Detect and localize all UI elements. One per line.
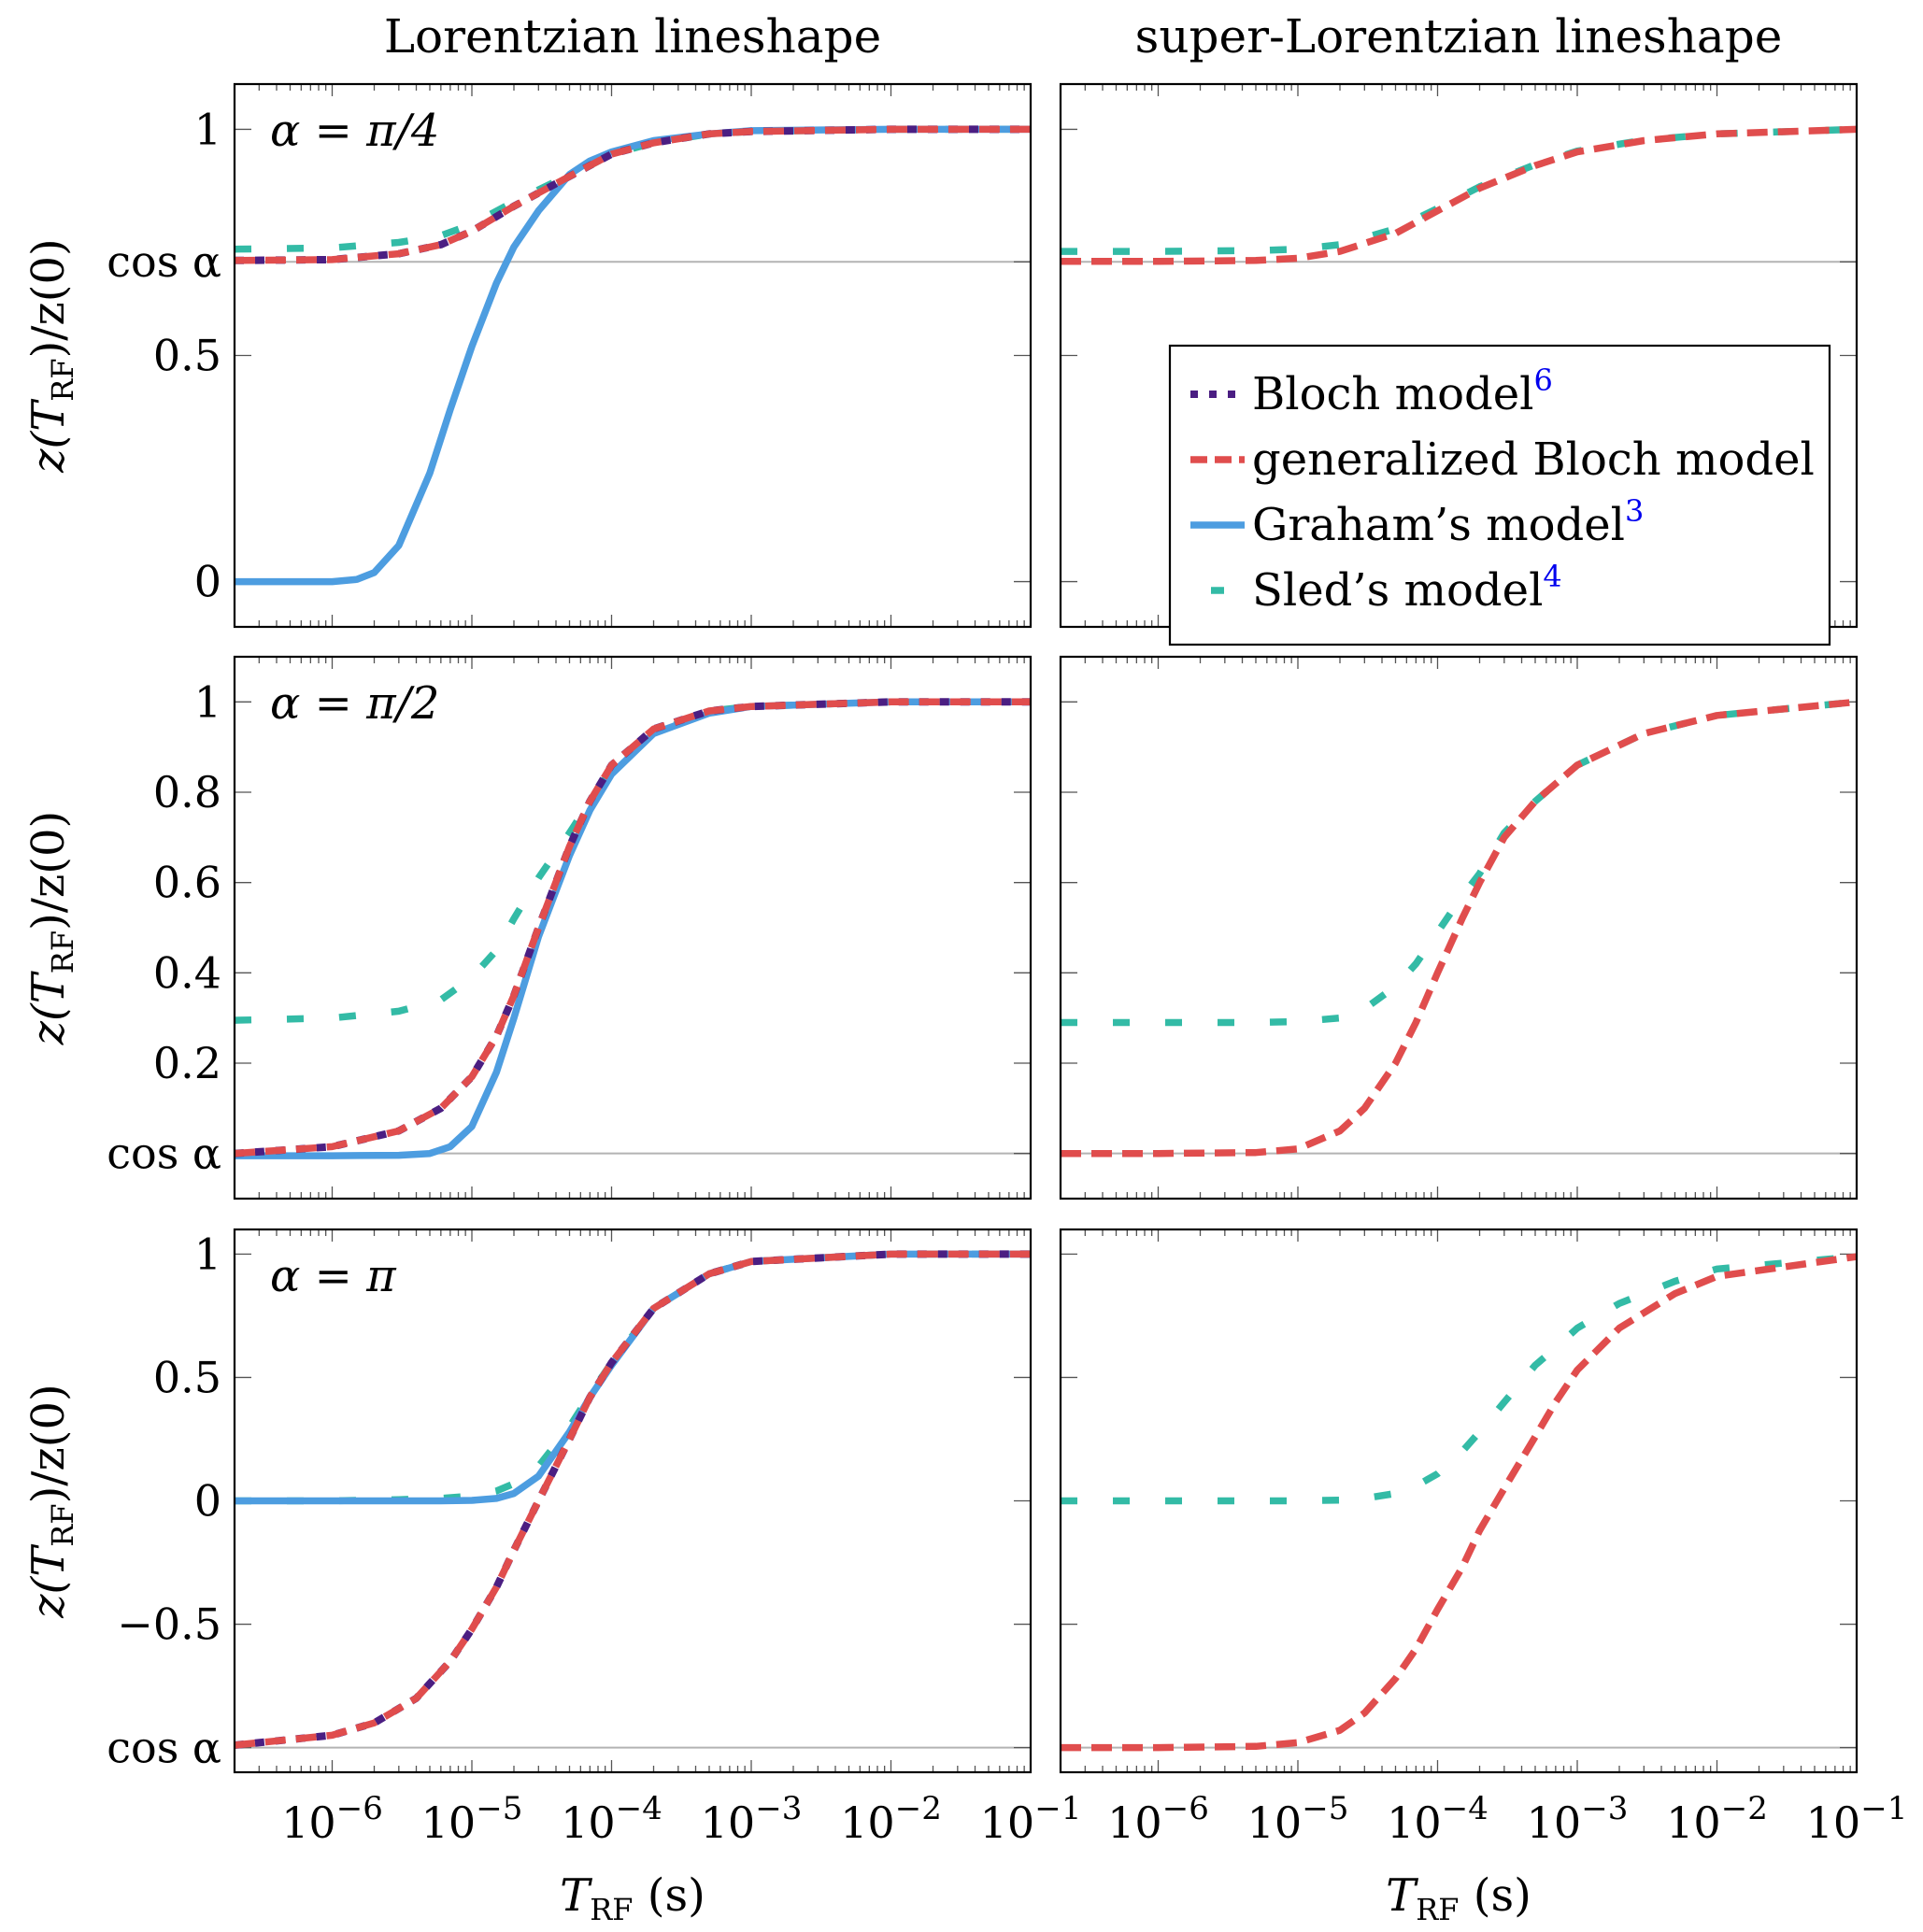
axes-frame [1059,655,1859,1200]
panel-r1-c0: cos α 0.2 0.4 0.6 0.8 1 α = π/2 z(TRF)/z(0) [22,655,1033,1200]
legend-citation: 4 [1543,559,1561,594]
x-tick-label: 10−4 [561,1790,662,1848]
series-graham-s-model [235,125,1031,586]
y-ticks: cos α −0.5 0 0.5 1 [107,1229,1031,1773]
series-generalized-bloch-model [1061,1253,1857,1752]
axes-frame [1059,1228,1859,1774]
y-tick-label: cos α [107,236,221,287]
x-tick-label: 10−4 [1387,1790,1489,1848]
series-sled-s-model [1061,125,1857,255]
legend-item: Sled’s model4 [1211,559,1562,617]
y-tick-label: 0.2 [153,1038,221,1088]
x-axis-label: TRF (s) [560,1869,705,1927]
x-tick-label: 10−6 [1107,1790,1209,1848]
panel-r0-c0: 0 0.5 cos α 1 α = π/4 z(TRF)/z(0) [22,82,1033,629]
legend: Bloch model6 generalized Bloch model Graha… [1168,344,1831,646]
y-tick-label: 1 [194,676,221,727]
legend-label: Graham’s model3 [1252,493,1644,551]
x-tick-label: 10−2 [840,1790,942,1848]
series-generalized-bloch-model [235,1250,1031,1749]
x-tick-label: 10−3 [701,1790,803,1848]
legend-citation: 6 [1533,362,1552,398]
axes-frame [233,82,1033,629]
panel-label: α = π/2 [270,677,439,730]
panel-r0-c1 [1059,82,1859,629]
legend-item: Graham’s model3 [1190,493,1644,551]
y-tick-label: 1 [194,1229,221,1279]
series-generalized-bloch-model [1061,698,1857,1158]
y-axis-label: z(TRF)/z(0) [22,811,80,1046]
series-generalized-bloch-model [235,698,1031,1158]
x-tick-label: 10−5 [421,1790,523,1848]
y-tick-label: 0.5 [153,331,221,381]
legend-label: Sled’s model4 [1252,559,1562,617]
legend-label: generalized Bloch model [1252,433,1815,486]
x-ticks [234,84,1032,627]
series-sled-s-model [1061,1253,1857,1505]
legend-item: Bloch model6 [1190,362,1553,420]
series-generalized-bloch-model [1061,125,1857,265]
y-axis-label: z(TRF)/z(0) [22,238,80,474]
series-group [1061,698,1857,1158]
x-tick-label: 10−2 [1666,1790,1768,1848]
y-ticks [1061,701,1857,1155]
series-group [235,125,1031,586]
series-bloch-model [235,698,1031,1158]
series-group [1061,1253,1857,1752]
y-tick-label: −0.5 [117,1599,221,1650]
panel-label: α = π/4 [270,105,439,157]
panel-label: α = π [270,1250,397,1302]
x-tick-label: 10−6 [281,1790,383,1848]
x-tick-label: 10−3 [1527,1790,1629,1848]
series-generalized-bloch-model [235,125,1031,264]
series-group [235,1250,1031,1749]
series-group [235,698,1031,1159]
axes-frame [233,655,1033,1200]
x-tick-labels: 10−6 10−5 10−4 10−3 10−2 10−1 [1107,1790,1907,1848]
y-tick-label: cos α [107,1723,221,1773]
column-title: Lorentzian lineshape [384,9,881,64]
axes-frame [233,1228,1033,1774]
y-tick-label: 0.6 [153,858,221,908]
y-tick-label: cos α [107,1129,221,1179]
legend-item: generalized Bloch model [1190,433,1815,486]
legend-citation: 3 [1625,493,1644,529]
x-axis-label: TRF (s) [1386,1869,1531,1927]
panel-r2-c1: 10−6 10−5 10−4 10−3 10−2 10−1 TRF (s) [1059,1228,1907,1927]
series-sled-s-model [1061,698,1857,1027]
x-ticks [1060,657,1858,1199]
series-graham-s-model [235,698,1031,1159]
y-ticks: cos α 0.2 0.4 0.6 0.8 1 [107,676,1031,1179]
y-tick-label: 0 [194,1476,221,1527]
y-axis-label: z(TRF)/z(0) [22,1384,80,1619]
x-tick-label: 10−1 [1806,1790,1908,1848]
y-tick-label: 0.8 [153,767,221,817]
x-tick-label: 10−1 [980,1790,1082,1848]
y-tick-label: 0 [194,557,221,607]
y-tick-label: 1 [194,104,221,154]
axes-root: 0 0.5 cos α 1 α = π/4 z(TRF)/z(0) cos α 0.2 0.4 0… [22,9,1907,1927]
y-tick-label: 0.4 [153,947,221,998]
panel-r2-c0: cos α−0.500.51 α = π10−6 10−5 10−4 10−3 10−2 1… [22,1228,1081,1927]
legend-label: Bloch model6 [1252,362,1553,420]
series-group [1061,125,1857,265]
panel-r1-c1 [1059,655,1859,1200]
legend-box [1168,344,1831,646]
x-ticks [234,657,1032,1199]
series-graham-s-model [235,1250,1031,1505]
y-tick-label: 0.5 [153,1352,221,1402]
x-tick-labels: 10−6 10−5 10−4 10−3 10−2 10−1 [281,1790,1081,1848]
column-title: super-Lorentzian lineshape [1135,9,1783,64]
x-tick-label: 10−5 [1247,1790,1349,1848]
